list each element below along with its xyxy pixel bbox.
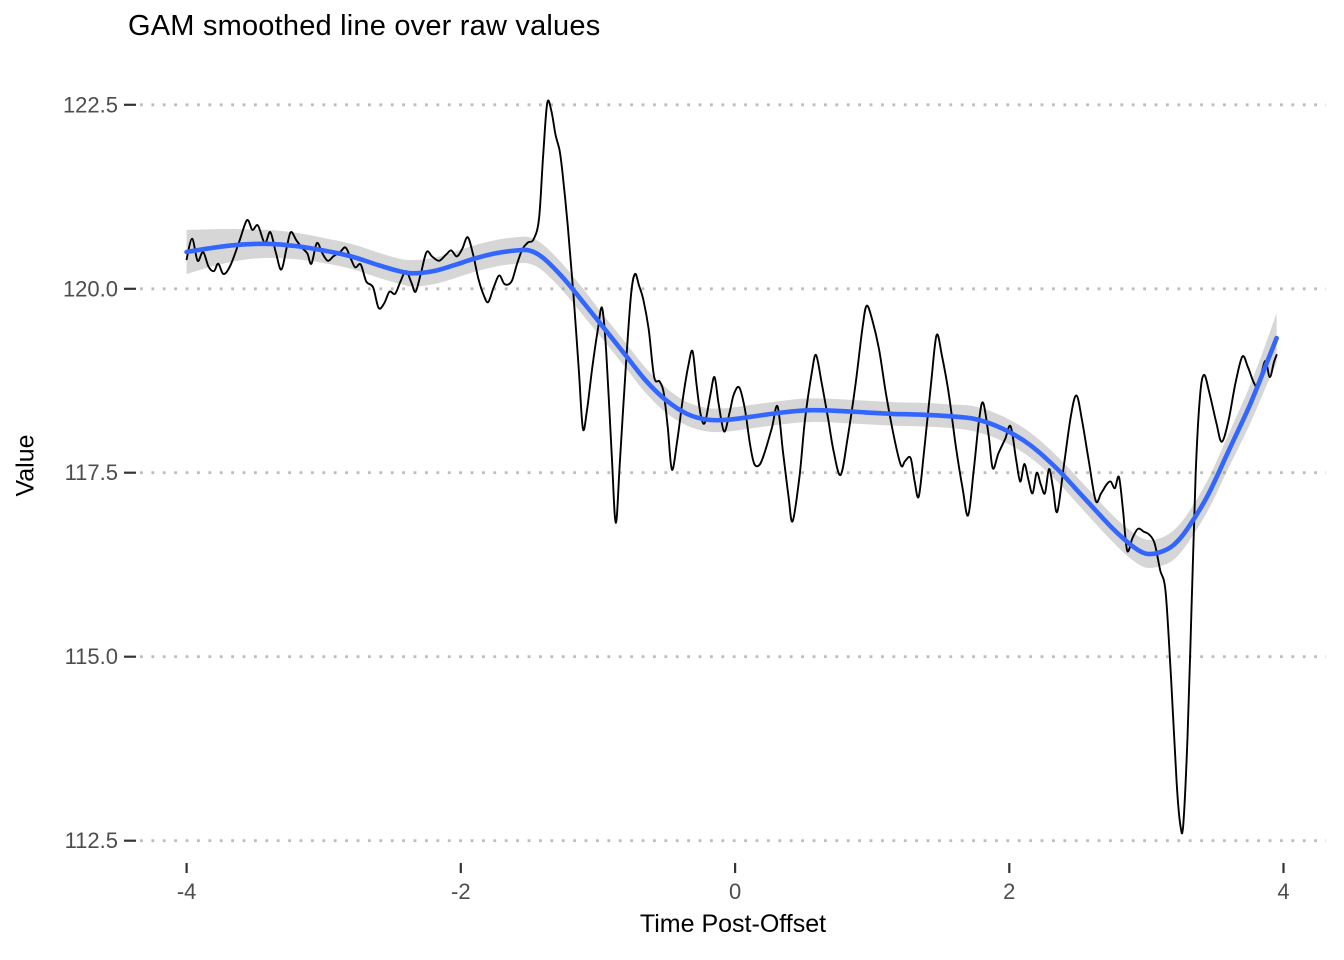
y-tick-label: 117.5 [65, 460, 118, 485]
confidence-ribbon [186, 229, 1277, 569]
x-axis-title: Time Post-Offset [639, 910, 827, 938]
y-tick-label: 122.5 [63, 92, 118, 117]
x-tick-label: -4 [177, 879, 197, 904]
y-tick-label: 115.0 [65, 644, 118, 669]
y-tick-label: 120.0 [63, 276, 118, 301]
y-axis-title: Value [6, 68, 46, 862]
gam-smooth-line [184, 241, 1279, 557]
y-tick-label: 112.5 [65, 828, 118, 853]
y-axis-title-text: Value [11, 433, 40, 497]
x-tick-label: 2 [1003, 879, 1015, 904]
x-tick-label: 4 [1277, 879, 1289, 904]
raw-values-line [185, 99, 1278, 835]
x-tick-label: -2 [451, 879, 471, 904]
chart-title: GAM smoothed line over raw values [128, 10, 601, 42]
x-tick-label: 0 [729, 879, 741, 904]
